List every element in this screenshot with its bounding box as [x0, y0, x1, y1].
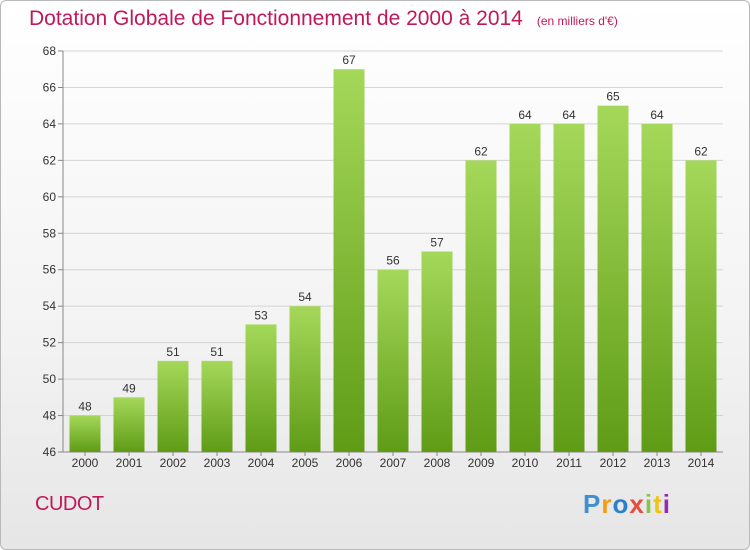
- y-tick-label: 62: [43, 153, 57, 167]
- chart-title: Dotation Globale de Fonctionnement de 20…: [29, 7, 618, 31]
- x-tick-label: 2007: [380, 456, 407, 470]
- data-label: 62: [474, 144, 488, 158]
- y-tick-label: 58: [43, 226, 57, 240]
- x-tick-label: 2011: [556, 456, 582, 470]
- y-tick-label: 66: [43, 80, 57, 94]
- bar-2013: [641, 123, 673, 452]
- bar-2012: [597, 105, 629, 452]
- data-label: 62: [694, 144, 708, 158]
- bar-2006: [333, 69, 365, 453]
- data-label: 64: [562, 108, 576, 122]
- bar-2014: [685, 160, 717, 452]
- y-tick-label: 68: [43, 44, 57, 58]
- bar-2009: [465, 160, 497, 452]
- bar-2005: [289, 306, 321, 452]
- data-label: 56: [386, 254, 400, 268]
- data-label: 51: [210, 345, 224, 359]
- data-label: 57: [430, 236, 444, 250]
- x-tick-label: 2005: [292, 456, 319, 470]
- data-label: 54: [298, 290, 312, 304]
- bar-2002: [157, 360, 189, 452]
- x-tick-label: 2003: [204, 456, 231, 470]
- x-tick-label: 2008: [424, 456, 451, 470]
- y-tick-label: 64: [43, 117, 57, 131]
- y-tick-label: 54: [43, 299, 57, 313]
- commune-name: CUDOT: [35, 493, 104, 515]
- data-label: 49: [122, 381, 136, 395]
- bar-2007: [377, 269, 409, 452]
- bar-2004: [245, 324, 277, 452]
- data-label: 64: [518, 108, 532, 122]
- y-tick-label: 48: [43, 409, 57, 423]
- x-tick-label: 2000: [72, 456, 99, 470]
- chart-unit: (en milliers d'€): [536, 14, 618, 28]
- y-tick-label: 46: [43, 445, 57, 459]
- bar-2000: [69, 415, 101, 452]
- proxiti-logo: Proxiti: [583, 489, 671, 519]
- x-tick-label: 2009: [468, 456, 495, 470]
- x-tick-label: 2004: [248, 456, 275, 470]
- bar-2003: [201, 360, 233, 452]
- y-tick-label: 50: [43, 372, 57, 386]
- x-tick-label: 2001: [116, 456, 143, 470]
- bar-2008: [421, 251, 453, 452]
- data-label: 51: [166, 345, 180, 359]
- y-tick-label: 56: [43, 263, 57, 277]
- data-label: 65: [606, 90, 620, 104]
- x-tick-label: 2013: [644, 456, 671, 470]
- x-tick-label: 2012: [600, 456, 627, 470]
- chart-title-text: Dotation Globale de Fonctionnement de 20…: [29, 7, 523, 30]
- y-tick-label: 52: [43, 336, 57, 350]
- data-label: 67: [342, 53, 356, 67]
- bar-2011: [553, 123, 585, 452]
- x-tick-label: 2010: [512, 456, 539, 470]
- bar-2010: [509, 123, 541, 452]
- y-tick-label: 60: [43, 190, 57, 204]
- data-label: 48: [78, 400, 92, 414]
- x-tick-label: 2014: [688, 456, 715, 470]
- data-label: 64: [650, 108, 664, 122]
- x-tick-label: 2002: [160, 456, 187, 470]
- data-label: 53: [254, 308, 268, 322]
- x-tick-label: 2006: [336, 456, 363, 470]
- bar-2001: [113, 397, 145, 452]
